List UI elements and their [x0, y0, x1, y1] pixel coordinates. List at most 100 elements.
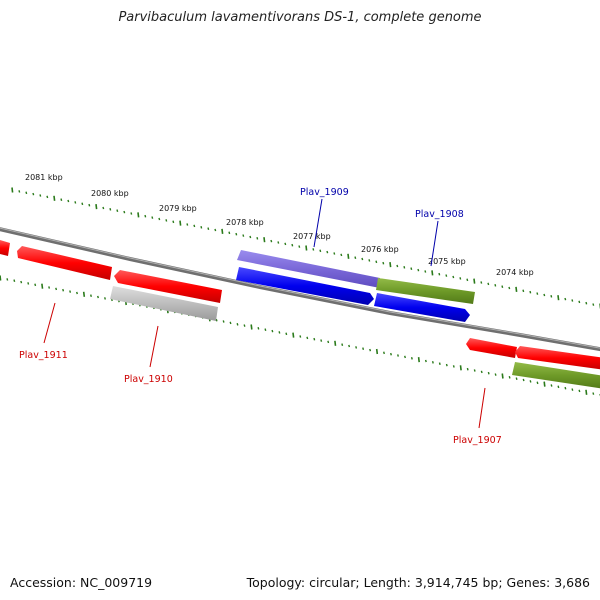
- ruler-upper-tick: [11, 187, 14, 193]
- ruler-lower-tick: [375, 348, 379, 355]
- ruler-lower-tick: [278, 331, 281, 334]
- gene-plav-1910-red-arrow[interactable]: [114, 270, 222, 303]
- ruler-upper-tick: [585, 301, 588, 305]
- leader-plav-1911: [43, 302, 56, 344]
- gene-label-plav-1911[interactable]: Plav_1911: [19, 350, 68, 361]
- ruler-upper-tick: [347, 253, 350, 259]
- gene-plav-1907b-red-arrow[interactable]: [515, 346, 600, 370]
- ruler-upper-tick: [326, 250, 329, 254]
- ruler-lower-tick: [571, 388, 574, 391]
- ruler-lower-tick: [76, 291, 78, 295]
- ruler-upper-tick: [494, 284, 497, 287]
- ruler-lower-tick: [543, 381, 546, 387]
- ruler-upper-tick: [312, 248, 315, 251]
- ruler-lower-tick: [459, 365, 462, 371]
- gene-olive-arrow-lower[interactable]: [512, 362, 600, 389]
- ruler-label-2077: 2077 kbp: [293, 232, 331, 241]
- ruler-upper-tick: [130, 212, 133, 215]
- ruler-upper-tick: [417, 268, 420, 272]
- ruler-lower-tick: [306, 336, 309, 340]
- gene-label-plav-1908[interactable]: Plav_1908: [415, 209, 464, 220]
- ruler-upper: [11, 187, 600, 309]
- ruler-upper-tick: [18, 190, 21, 193]
- ruler-lower-tick: [243, 324, 246, 327]
- map-title: Parvibaculum lavamentivorans DS-1, compl…: [118, 10, 482, 25]
- ruler-lower-tick: [215, 318, 218, 322]
- gene-label-plav-1910[interactable]: Plav_1910: [124, 374, 173, 385]
- ruler-upper-tick: [305, 245, 308, 251]
- ruler-upper-tick: [578, 300, 581, 304]
- ruler-lower-tick: [369, 348, 372, 352]
- gene-plav-1911-arrow[interactable]: [17, 246, 112, 280]
- ruler-upper-tick: [214, 228, 217, 232]
- ruler-label-2075: 2075 kbp: [428, 257, 466, 266]
- ruler-upper-tick: [445, 274, 448, 277]
- gene-plav-1908-arrow[interactable]: [376, 278, 475, 304]
- ruler-lower-tick: [585, 389, 588, 395]
- ruler-label-2081: 2081 kbp: [25, 173, 63, 182]
- ruler-lower-tick: [55, 287, 58, 291]
- ruler-lower-tick: [522, 378, 525, 382]
- ruler-upper-tick: [466, 278, 469, 282]
- ruler-upper-tick: [515, 286, 518, 292]
- ruler-lower-tick: [236, 323, 239, 326]
- ruler-upper-tick: [543, 293, 546, 297]
- ruler-lower-tick: [410, 357, 413, 360]
- gene-plav-1910-gray-arrow[interactable]: [110, 286, 218, 321]
- ruler-lower-tick: [104, 297, 106, 300]
- ruler-lower-tick: [27, 282, 30, 285]
- ruler-lower-tick: [550, 384, 553, 387]
- ruler-lower-tick: [362, 347, 365, 350]
- ruler-label-2074: 2074 kbp: [496, 268, 534, 277]
- leader-plav-1907: [478, 387, 486, 429]
- ruler-upper-tick: [536, 292, 539, 295]
- gene-label-plav-1909[interactable]: Plav_1909: [300, 187, 349, 198]
- ruler-upper-tick: [389, 262, 392, 268]
- ruler-lower-tick: [348, 344, 351, 348]
- ruler-upper-tick: [361, 257, 364, 261]
- ruler-label-2079: 2079 kbp: [159, 204, 197, 213]
- ruler-upper-tick: [249, 235, 252, 239]
- ruler-upper-tick: [424, 270, 427, 273]
- ruler-labels: 2081 kbp 2080 kbp 2079 kbp 2078 kbp 2077…: [25, 173, 534, 277]
- ruler-upper-tick: [263, 237, 266, 243]
- ruler-upper-tick: [592, 303, 595, 306]
- ruler-lower-tick: [62, 288, 65, 292]
- gene-blue-arrow-1[interactable]: [236, 267, 374, 305]
- ruler-lower-tick: [341, 343, 344, 346]
- ruler-upper-tick: [109, 208, 112, 211]
- ruler-upper-tick: [81, 202, 84, 206]
- ruler-lower-tick: [6, 278, 9, 281]
- ruler-upper-tick: [193, 224, 196, 228]
- gene-plav-1907-red-arrow[interactable]: [466, 338, 517, 358]
- leader-plav-1909: [313, 198, 323, 248]
- ruler-upper-tick: [74, 201, 77, 204]
- ruler-upper-tick: [102, 206, 105, 210]
- gene-plav-1911b-arrow[interactable]: [0, 240, 10, 256]
- ruler-upper-tick: [382, 261, 385, 265]
- ruler-upper-tick: [116, 209, 119, 212]
- ruler-upper-tick: [39, 194, 42, 197]
- ruler-upper-tick: [137, 212, 140, 218]
- ruler-lower-tick: [487, 371, 490, 375]
- ruler-upper-tick: [179, 220, 182, 226]
- ruler-upper-tick: [564, 297, 567, 301]
- genome-backbone-highlight: [0, 227, 600, 349]
- ruler-lower-tick: [292, 332, 295, 338]
- ruler-upper-tick: [270, 239, 273, 243]
- ruler-upper-tick: [172, 220, 175, 224]
- gene-plav-1909-arrow[interactable]: [237, 250, 380, 288]
- ruler-lower-tick: [41, 283, 44, 289]
- ruler-lower-tick: [34, 283, 37, 287]
- ruler-upper-tick: [158, 217, 161, 221]
- ruler-upper-tick: [480, 281, 483, 284]
- ruler-lower-tick: [299, 335, 302, 338]
- ruler-upper-tick: [319, 249, 322, 253]
- ruler-upper-tick: [221, 228, 224, 234]
- gene-blue-arrow-2[interactable]: [374, 293, 470, 322]
- gene-label-plav-1907[interactable]: Plav_1907: [453, 435, 502, 446]
- ruler-lower-tick: [557, 385, 560, 389]
- ruler-upper-tick: [228, 231, 231, 235]
- ruler-lower-tick: [564, 386, 567, 390]
